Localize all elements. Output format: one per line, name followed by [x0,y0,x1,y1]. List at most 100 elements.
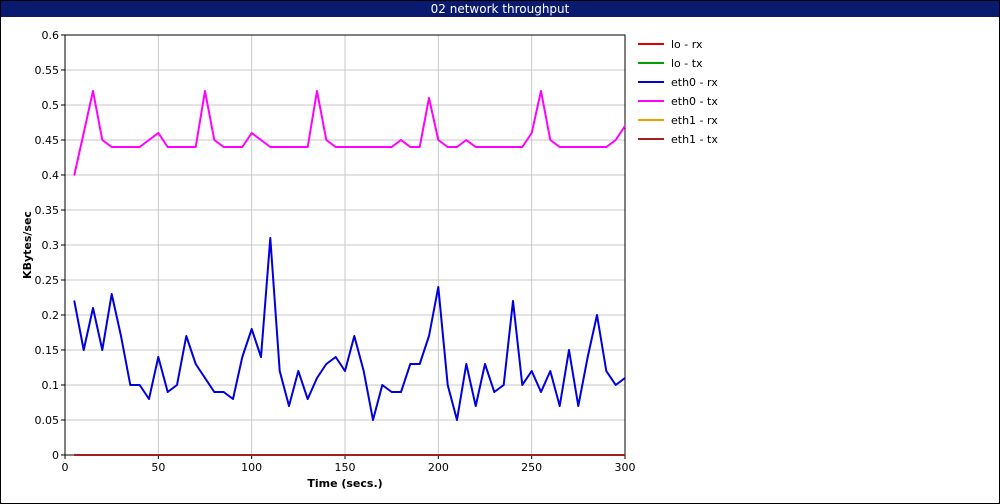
data-point [474,146,477,148]
data-point [437,286,440,288]
data-point [325,363,328,365]
data-point [456,454,458,456]
data-point [418,363,421,365]
x-axis-label: Time (secs.) [307,477,382,490]
data-point [92,454,94,456]
legend-label: eth0 - tx [671,95,718,108]
data-point [409,454,412,456]
data-point [353,335,356,337]
data-point [250,132,253,134]
data-point [540,454,542,456]
x-tick-label: 250 [521,461,542,474]
legend-label: eth1 - rx [671,114,718,127]
y-tick-label: 0.25 [35,274,60,287]
data-point [306,398,309,400]
y-tick-label: 0.15 [35,344,60,357]
data-point [418,454,421,456]
y-tick-label: 0.1 [42,379,60,392]
y-tick-label: 0.6 [42,29,60,42]
data-point [288,405,290,407]
data-point [381,384,384,386]
data-point [232,454,234,456]
y-tick-label: 0.4 [42,169,60,182]
data-point [101,139,104,141]
y-tick-label: 0.3 [42,239,60,252]
data-point [92,90,94,92]
data-point [138,454,141,456]
data-point [381,454,384,456]
data-point [502,454,505,456]
data-point [353,454,356,456]
data-point [418,146,421,148]
data-point [372,419,374,421]
data-point [316,377,318,379]
data-point [605,146,608,148]
data-point [204,90,206,92]
data-point [390,454,393,456]
data-point [344,454,346,456]
data-point [362,454,365,456]
data-point [129,146,132,148]
data-point [484,363,486,365]
series-lines [73,90,626,456]
data-point [269,237,272,239]
data-point [530,370,533,372]
y-tick-label: 0.45 [35,134,60,147]
data-point [624,125,626,127]
data-point [596,146,598,148]
data-point [344,146,346,148]
data-point [362,370,365,372]
data-point [502,146,505,148]
data-point [549,454,552,456]
data-point [493,391,496,393]
data-point [484,454,486,456]
data-point [334,146,337,148]
data-point [456,146,458,148]
data-point [73,300,76,302]
series-line-eth0-rx [73,237,626,421]
data-point [596,454,598,456]
data-point [120,454,122,456]
data-point [232,398,234,400]
x-tick-label: 200 [428,461,449,474]
data-point [409,146,412,148]
data-point [213,139,216,141]
data-point [586,356,589,358]
data-point [148,398,150,400]
data-point [521,454,524,456]
data-point [325,454,328,456]
data-point [614,454,617,456]
data-point [465,363,468,365]
data-point [577,454,580,456]
data-point [577,146,580,148]
data-point [353,146,356,148]
data-point [73,174,76,176]
data-point [176,454,178,456]
data-point [568,454,570,456]
data-point [465,139,468,141]
data-point [316,90,318,92]
data-point [521,384,524,386]
data-point [204,454,206,456]
data-point [120,335,122,337]
data-point [334,454,337,456]
data-point [428,97,430,99]
data-point [297,146,300,148]
x-tick-label: 300 [615,461,636,474]
data-point [437,454,440,456]
axes: 0 0.05 0.1 0.15 0.2 0.25 0.3 0.35 0.4 0.45 0.5 0.55… [35,29,636,474]
data-point [400,391,402,393]
data-point [372,146,374,148]
data-point [493,146,496,148]
data-point [101,349,104,351]
data-point [185,454,188,456]
data-point [194,454,197,456]
data-point [138,384,141,386]
data-point [288,146,290,148]
y-tick-label: 0.5 [42,99,60,112]
data-point [260,356,262,358]
data-point [260,139,262,141]
data-point [390,146,393,148]
data-point [446,454,449,456]
